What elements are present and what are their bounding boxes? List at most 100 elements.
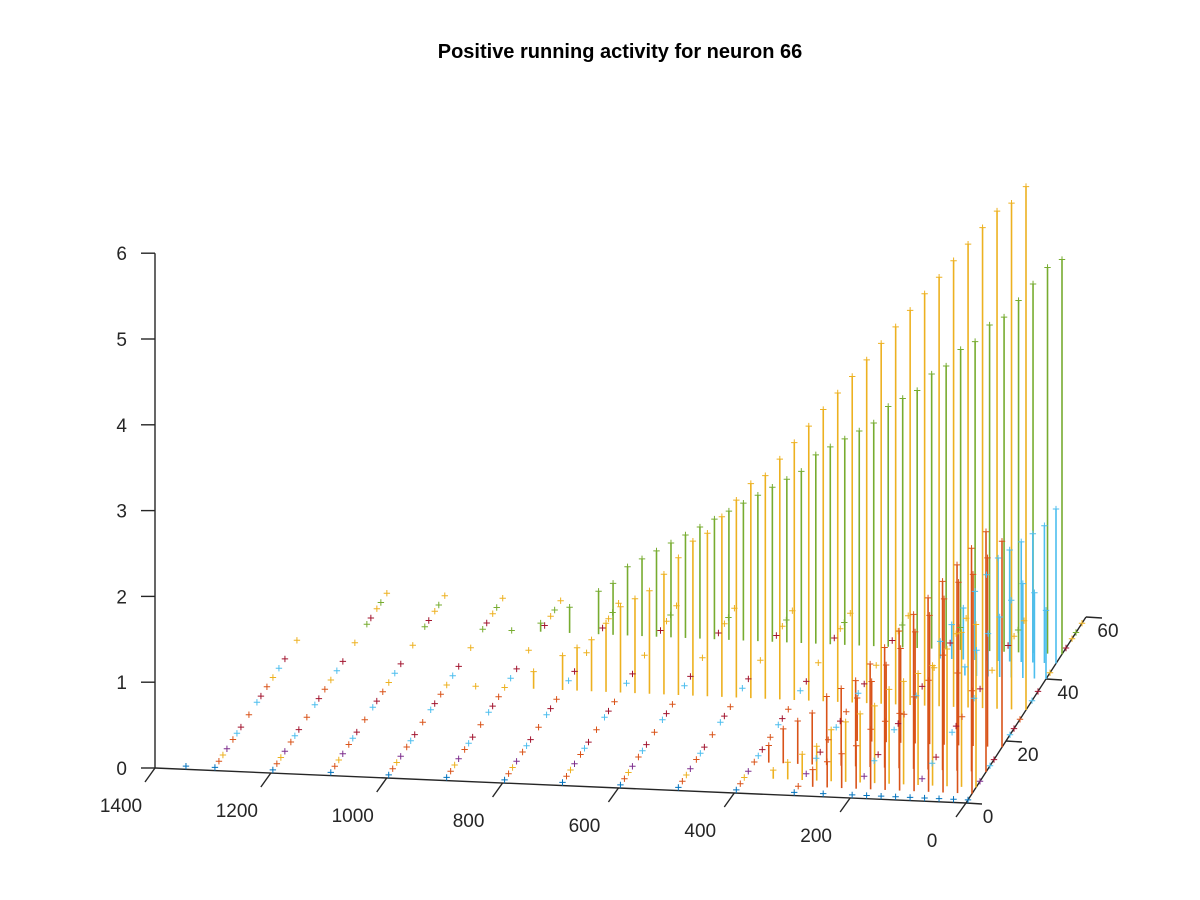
y-tick-label: 20 <box>1017 745 1038 766</box>
stem-marker <box>925 677 932 684</box>
stem-marker <box>803 678 810 685</box>
stem-marker <box>339 750 346 757</box>
stem-marker <box>443 681 450 689</box>
stem-marker <box>863 792 870 799</box>
stem-marker <box>315 695 323 702</box>
stem-marker <box>351 639 359 646</box>
stem-marker <box>263 683 271 690</box>
stem-marker <box>988 667 996 674</box>
stem-marker <box>403 743 410 751</box>
stem-marker <box>775 721 782 728</box>
x-tick <box>607 787 619 803</box>
stem-marker <box>856 427 863 435</box>
stem-marker <box>367 614 375 622</box>
stem-marker <box>1008 199 1015 207</box>
stem-marker <box>273 760 281 767</box>
x-tick-label: 1000 <box>332 806 374 827</box>
stem-marker <box>559 652 566 659</box>
stem-marker <box>449 672 456 679</box>
stem-marker <box>327 676 335 684</box>
stem-marker <box>842 718 849 726</box>
stem-marker <box>489 610 496 617</box>
stem-marker <box>696 523 704 531</box>
stem-marker <box>269 674 277 681</box>
stem-marker <box>950 257 957 264</box>
stem-marker <box>435 601 442 609</box>
stem-marker <box>853 694 861 702</box>
y-tick <box>965 802 983 805</box>
stem-marker <box>229 736 237 743</box>
stem-marker <box>825 736 832 743</box>
stem-marker <box>1029 280 1037 288</box>
stem-marker <box>841 435 848 443</box>
stem-marker <box>215 758 223 765</box>
stem-marker <box>848 791 856 799</box>
stem-marker <box>513 758 520 765</box>
stem-marker <box>910 611 917 618</box>
stem-marker <box>971 338 979 345</box>
stem-marker <box>1028 697 1036 704</box>
y-tick <box>1005 740 1023 743</box>
stem-marker <box>906 307 914 314</box>
stem-marker <box>1041 522 1048 529</box>
stem-marker <box>663 710 670 717</box>
stem-marker <box>1062 644 1070 652</box>
stem-marker <box>973 647 980 654</box>
stem-marker <box>653 547 660 555</box>
stem-marker <box>881 644 888 651</box>
stem-marker <box>469 733 476 741</box>
stem-marker <box>335 756 342 764</box>
stem-marker <box>812 451 820 459</box>
stem-marker <box>1006 546 1013 554</box>
stem-marker <box>894 720 902 727</box>
stem-marker <box>737 780 744 787</box>
stem-marker <box>687 765 694 772</box>
stem-marker <box>986 762 994 769</box>
stem-marker <box>776 455 784 463</box>
stem-marker <box>1042 607 1050 614</box>
stem-marker <box>855 690 862 697</box>
stem-marker <box>1029 530 1037 537</box>
stems <box>532 186 1063 794</box>
stem-marker <box>889 637 896 644</box>
stem-marker <box>638 555 646 563</box>
x-tick <box>376 777 388 793</box>
stem-marker <box>1072 629 1080 636</box>
stem-marker <box>852 677 859 684</box>
y-tick-label: 0 <box>983 807 994 828</box>
stem-marker <box>861 680 868 688</box>
stem-marker <box>805 422 812 430</box>
stem-marker <box>660 571 668 578</box>
stem-marker <box>841 619 848 626</box>
stem-marker <box>421 623 428 630</box>
stem-marker <box>182 762 190 770</box>
stem-marker <box>566 604 573 611</box>
stem-marker <box>993 207 1001 215</box>
stem-marker <box>393 759 400 766</box>
stem-marker <box>659 716 666 723</box>
x-tick-label: 1200 <box>216 801 258 822</box>
stem-marker <box>311 701 319 708</box>
stem-marker <box>770 766 777 774</box>
stem-marker <box>731 605 738 612</box>
stem-marker <box>715 629 722 637</box>
stem-marker <box>962 615 970 622</box>
stem-marker <box>783 476 791 483</box>
stem-marker <box>219 751 227 759</box>
stem-marker <box>1010 633 1018 640</box>
stem-marker <box>866 660 874 668</box>
stem-marker <box>900 678 907 685</box>
stem-marker <box>683 771 690 779</box>
stem-marker <box>281 655 289 663</box>
stem-marker <box>897 645 904 652</box>
stem-marker <box>485 709 492 716</box>
stem-marker <box>1015 297 1022 304</box>
stem-marker <box>577 751 584 758</box>
stem-marker <box>373 697 380 705</box>
stem-marker <box>624 563 631 571</box>
stem-marker <box>1000 313 1008 321</box>
stem-marker <box>939 578 946 585</box>
x-tick <box>723 792 735 808</box>
